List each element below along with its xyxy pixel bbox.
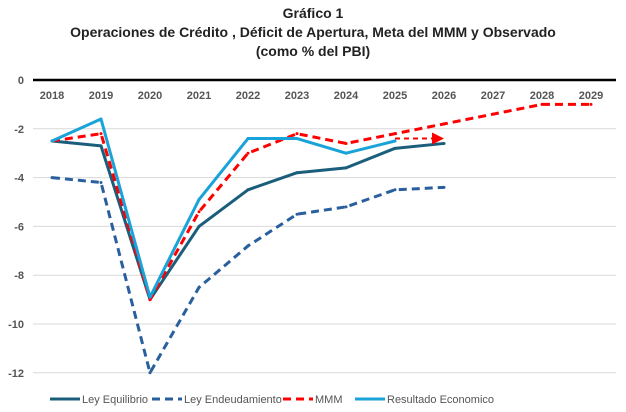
- x-tick-label: 2022: [236, 90, 260, 102]
- y-tick-label: -4: [14, 173, 25, 185]
- data-point: [50, 139, 54, 143]
- x-tick-label: 2024: [334, 90, 359, 102]
- y-tick-label: -2: [14, 124, 24, 136]
- x-tick-label: 2025: [383, 90, 407, 102]
- data-point: [393, 146, 397, 150]
- data-point: [344, 151, 348, 155]
- data-point: [99, 180, 103, 184]
- data-point: [344, 141, 348, 145]
- data-point: [246, 151, 250, 155]
- chart-subtitle: Operaciones de Crédito , Déficit de Aper…: [70, 24, 556, 40]
- data-point: [393, 139, 397, 143]
- series-line-resultado-economico: [51, 117, 396, 299]
- chart-units: (como % del PBI): [255, 43, 371, 59]
- data-point: [148, 295, 152, 299]
- data-point: [197, 285, 201, 289]
- data-point: [393, 132, 397, 136]
- data-point: [295, 132, 299, 136]
- x-tick-label: 2029: [579, 90, 603, 102]
- legend-label: Ley Equilibrio: [82, 394, 148, 406]
- x-tick-label: 2028: [530, 90, 554, 102]
- y-tick-label: -8: [14, 270, 24, 282]
- y-tick-label: -12: [8, 368, 24, 380]
- x-tick-label: 2018: [40, 90, 64, 102]
- legend-label: MMM: [315, 394, 343, 406]
- data-point: [197, 198, 201, 202]
- data-point: [99, 144, 103, 148]
- data-point: [50, 176, 54, 180]
- data-point: [246, 188, 250, 192]
- x-tick-label: 2020: [138, 90, 162, 102]
- x-tick-label: 2023: [285, 90, 309, 102]
- data-point: [295, 212, 299, 216]
- data-point: [393, 188, 397, 192]
- data-point: [148, 371, 152, 375]
- x-tick-label: 2026: [432, 90, 456, 102]
- data-point: [442, 185, 446, 189]
- chart-title: Gráfico 1: [282, 5, 344, 21]
- y-tick-label: -10: [8, 319, 24, 331]
- legend-label: Ley Endeudamiento: [184, 394, 282, 406]
- data-point: [99, 117, 103, 121]
- data-point: [295, 137, 299, 141]
- data-point: [148, 298, 152, 302]
- data-point: [540, 102, 544, 106]
- data-point: [344, 205, 348, 209]
- data-point: [197, 210, 201, 214]
- y-tick-label: 0: [18, 75, 24, 87]
- data-point: [344, 166, 348, 170]
- data-point: [491, 112, 495, 116]
- data-point: [442, 122, 446, 126]
- x-tick-label: 2027: [481, 90, 505, 102]
- legend-label: Resultado Economico: [387, 394, 494, 406]
- data-point: [295, 171, 299, 175]
- data-point: [442, 141, 446, 145]
- data-point: [246, 137, 250, 141]
- series-line-mmm: [51, 102, 591, 302]
- data-point: [197, 224, 201, 228]
- x-tick-label: 2019: [89, 90, 113, 102]
- data-point: [589, 102, 593, 106]
- y-tick-label: -6: [14, 221, 24, 233]
- data-point: [99, 132, 103, 136]
- x-tick-label: 2021: [187, 90, 211, 102]
- data-point: [246, 244, 250, 248]
